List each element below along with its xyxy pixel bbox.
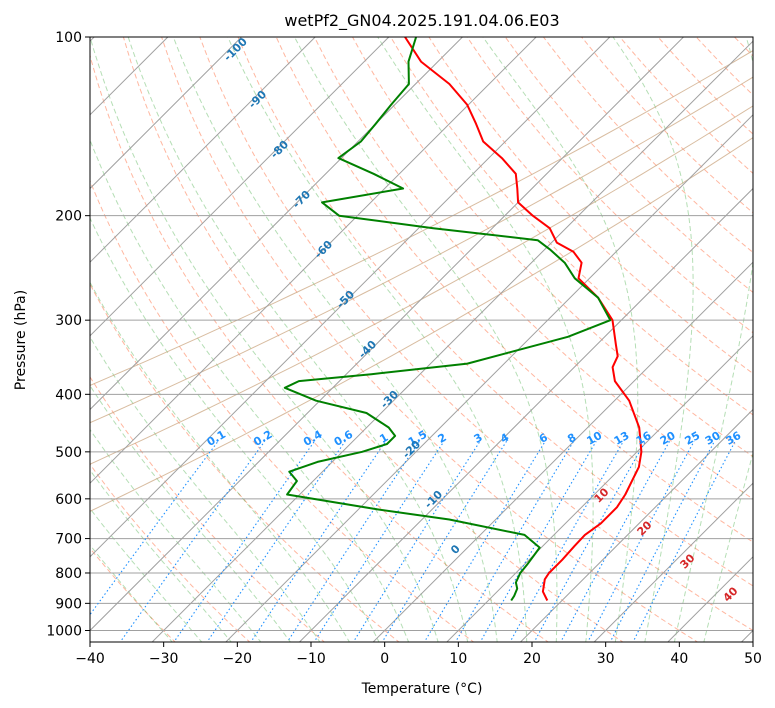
dry-adiabat xyxy=(122,37,624,642)
x-tick-label: 40 xyxy=(670,651,688,667)
dry-adiabat xyxy=(90,179,475,642)
mixing-ratio-line xyxy=(206,440,346,642)
y-tick-label: 900 xyxy=(55,596,82,612)
dry-adiabat xyxy=(504,37,753,294)
chart-title: wetPf2_GN04.2025.191.04.06.E03 xyxy=(284,11,559,31)
y-tick-label: 800 xyxy=(55,566,82,582)
axes: −40 −30 −20 −10 0 10 20 30 40 50 100 200 300 400 500 60… xyxy=(46,30,762,667)
theta-curve xyxy=(90,105,753,465)
dewpoint-profile xyxy=(283,37,612,602)
y-tick-label: 300 xyxy=(55,313,82,329)
mixing-ratio-line xyxy=(313,440,445,642)
isotherm xyxy=(519,408,753,642)
y-tick-label: 700 xyxy=(55,532,82,548)
mixing-ratio-line xyxy=(533,441,646,642)
background-lines xyxy=(90,37,753,642)
x-axis-label: Temperature (°C) xyxy=(361,681,483,697)
moist-adiabat xyxy=(294,37,558,642)
isotherm xyxy=(90,37,242,190)
mixing-ratio-line xyxy=(173,440,315,642)
mixing-ratio-line xyxy=(479,441,597,642)
moist-adiabat xyxy=(90,37,439,642)
y-axis-label: Pressure (hPa) xyxy=(13,290,29,390)
moist-adiabat xyxy=(127,37,469,642)
dry-adiabat xyxy=(313,37,753,500)
y-tick-label: 400 xyxy=(55,387,82,403)
plot-frame xyxy=(89,36,754,643)
isotherm xyxy=(90,37,611,558)
isotherm xyxy=(90,37,390,337)
temperature-profile xyxy=(404,37,643,601)
isotherm xyxy=(90,37,316,263)
moist-adiabat xyxy=(90,336,321,642)
data-series xyxy=(283,37,643,602)
y-tick-label: 500 xyxy=(55,445,82,461)
x-tick-label: −30 xyxy=(149,651,179,667)
isotherm xyxy=(446,335,753,642)
moist-adiabat xyxy=(703,451,753,642)
dry-adiabat xyxy=(237,37,753,587)
mixing-ratio-line xyxy=(560,441,670,642)
mixing-ratio-line xyxy=(423,441,546,642)
theta-curve xyxy=(90,137,753,512)
moist-adiabat xyxy=(90,281,350,642)
moist-adiabat xyxy=(482,37,639,642)
theta-curve xyxy=(90,50,753,387)
moist-adiabat xyxy=(227,37,528,642)
y-tick-label: 1000 xyxy=(46,624,82,640)
y-tick-label: 600 xyxy=(55,492,82,508)
dry-adiabat xyxy=(90,53,550,642)
dry-adiabat xyxy=(90,463,251,642)
mixing-ratio-line xyxy=(286,440,420,642)
x-tick-label: −10 xyxy=(296,651,326,667)
mixing-ratio-line xyxy=(90,440,219,616)
x-tick-label: −20 xyxy=(223,651,253,667)
mixing-ratio-line xyxy=(119,440,266,642)
x-tick-label: 10 xyxy=(449,651,467,667)
dry-adiabat xyxy=(90,547,176,642)
mixing-ratio-line xyxy=(381,441,507,642)
isotherm xyxy=(90,37,537,484)
x-tick-label: 30 xyxy=(597,651,615,667)
x-tick-label: 20 xyxy=(523,651,541,667)
isotherm xyxy=(151,40,753,642)
moist-adiabat xyxy=(90,469,232,642)
moist-adiabat xyxy=(90,138,410,642)
mixing-ratio-line xyxy=(454,441,575,642)
isotherm xyxy=(372,261,753,642)
isotherm xyxy=(593,482,753,642)
isotherm xyxy=(225,114,753,642)
mixing-ratio-line xyxy=(352,441,481,642)
moist-adiabat xyxy=(377,37,594,642)
theta-curve xyxy=(90,76,753,424)
dry-adiabat xyxy=(90,375,326,642)
moist-adiabat xyxy=(90,428,262,642)
mixing-ratio-line xyxy=(250,440,387,642)
isotherm xyxy=(90,37,463,411)
moist-adiabat xyxy=(172,37,498,642)
x-tick-label: 50 xyxy=(744,651,762,667)
dry-adiabat xyxy=(390,37,753,416)
dry-adiabat xyxy=(161,37,699,642)
moist-adiabat xyxy=(90,217,380,642)
dry-adiabat xyxy=(428,37,753,375)
mixing-ratio-line xyxy=(509,441,624,642)
isotherm xyxy=(298,187,753,642)
isotherm xyxy=(90,37,684,632)
y-tick-label: 200 xyxy=(55,209,82,225)
moist-adiabat xyxy=(90,384,291,642)
moist-adiabat xyxy=(612,37,694,642)
dry-adiabat xyxy=(199,37,753,632)
x-tick-label: 0 xyxy=(380,651,389,667)
y-tick-label: 100 xyxy=(55,30,82,46)
moist-adiabat xyxy=(673,37,753,642)
x-tick-label: −40 xyxy=(75,651,105,667)
